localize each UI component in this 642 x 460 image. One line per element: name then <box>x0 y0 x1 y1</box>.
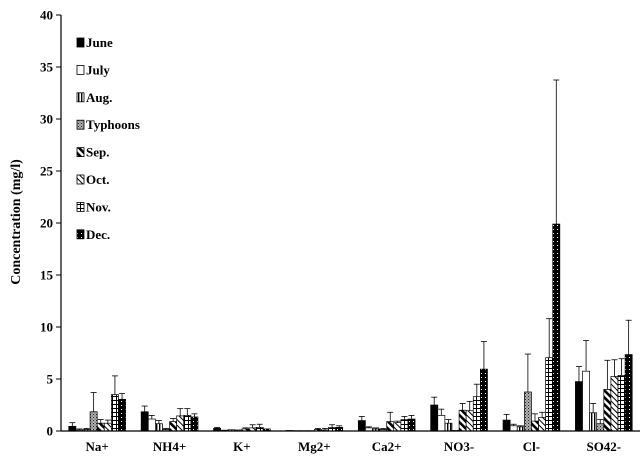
legend-swatch <box>76 229 85 240</box>
bar-nov <box>472 396 481 432</box>
legend-swatch <box>76 201 85 212</box>
bar-july <box>147 418 156 432</box>
bar-oct <box>176 415 185 432</box>
x-tick-label: NH4+ <box>153 439 186 454</box>
bar-sep <box>386 421 395 432</box>
y-tick-label: 5 <box>47 372 54 387</box>
bar-aug <box>516 426 525 432</box>
bar-sep <box>603 389 612 432</box>
legend-label: Nov. <box>86 199 111 214</box>
bar-sep <box>169 421 178 432</box>
bar-nov <box>617 375 626 432</box>
legend-label: Sep. <box>86 145 109 160</box>
x-tick-label: Cl- <box>523 439 540 454</box>
bar-nov <box>111 394 119 432</box>
bar-oct <box>103 422 112 432</box>
x-tick-label: Ca2+ <box>372 439 402 454</box>
y-tick-label: 25 <box>40 164 54 179</box>
bar-typhoons <box>523 391 532 432</box>
legend-label: Aug. <box>86 90 112 105</box>
bar-nov <box>545 357 554 432</box>
y-axis: 0 5 10 15 20 25 30 35 40 <box>40 8 62 439</box>
bar-typhoons <box>89 411 98 432</box>
legend-label: June <box>86 35 113 50</box>
x-tick-label: Na+ <box>86 439 109 454</box>
bar-june <box>430 404 439 432</box>
bar-july <box>582 370 590 432</box>
x-tick-label: SO42- <box>586 439 621 454</box>
x-tick-label: K+ <box>233 439 251 454</box>
y-tick-label: 15 <box>40 268 54 283</box>
error-bar-group <box>69 79 632 430</box>
y-tick-label: 0 <box>47 424 54 439</box>
bar-june <box>357 420 366 432</box>
bar-oct <box>610 376 619 432</box>
bar-sep <box>531 420 539 432</box>
bar-june <box>68 425 77 432</box>
bar-june <box>140 411 149 432</box>
legend-swatch <box>76 119 85 130</box>
bar-dec <box>118 398 126 432</box>
bar-dec <box>407 418 416 432</box>
bar-aug <box>155 423 163 432</box>
y-tick-label: 40 <box>40 8 53 23</box>
bar-july <box>437 415 446 432</box>
y-tick-label: 10 <box>40 320 53 335</box>
bar-aug <box>444 422 453 432</box>
bar-dec <box>480 368 488 432</box>
bar-oct <box>465 410 474 432</box>
bar-nov <box>183 415 192 432</box>
x-tick-label: NO3- <box>444 439 474 454</box>
bar-typhoons <box>596 423 605 432</box>
legend-swatch <box>76 174 85 185</box>
x-tick-label: Mg2+ <box>298 439 331 454</box>
bar-oct <box>393 422 402 432</box>
bar-june <box>575 381 583 432</box>
bar-june <box>502 419 511 432</box>
bar-oct <box>538 417 546 432</box>
bar-dec <box>190 416 199 432</box>
bar-series-group <box>68 223 633 432</box>
bar-dec <box>624 354 633 432</box>
bar-dec <box>552 223 561 432</box>
legend-label: July <box>86 62 110 77</box>
x-axis: Na+ NH4+ K+ Mg2+ Ca2+ NO3- Cl- SO42- <box>61 430 640 454</box>
y-tick-label: 30 <box>40 112 53 127</box>
legend-label: Dec. <box>86 227 110 242</box>
legend-label: Oct. <box>86 172 109 187</box>
legend-swatch <box>76 92 85 103</box>
y-tick-label: 20 <box>40 216 53 231</box>
bar-july <box>509 425 518 432</box>
legend-swatch <box>76 65 85 75</box>
legend-swatch <box>76 37 85 48</box>
bar-sep <box>96 422 105 432</box>
y-axis-label: Concentration (mg/l) <box>9 159 24 285</box>
legend-swatch <box>76 147 85 158</box>
bar-nov <box>400 419 409 432</box>
bar-aug <box>589 412 598 432</box>
legend-label: Typhoons <box>86 117 140 132</box>
y-tick-label: 35 <box>40 60 54 75</box>
bar-sep <box>458 409 467 432</box>
legend: June July Aug. Typhoons Sep. Oct. Nov. Dec. <box>76 35 140 242</box>
